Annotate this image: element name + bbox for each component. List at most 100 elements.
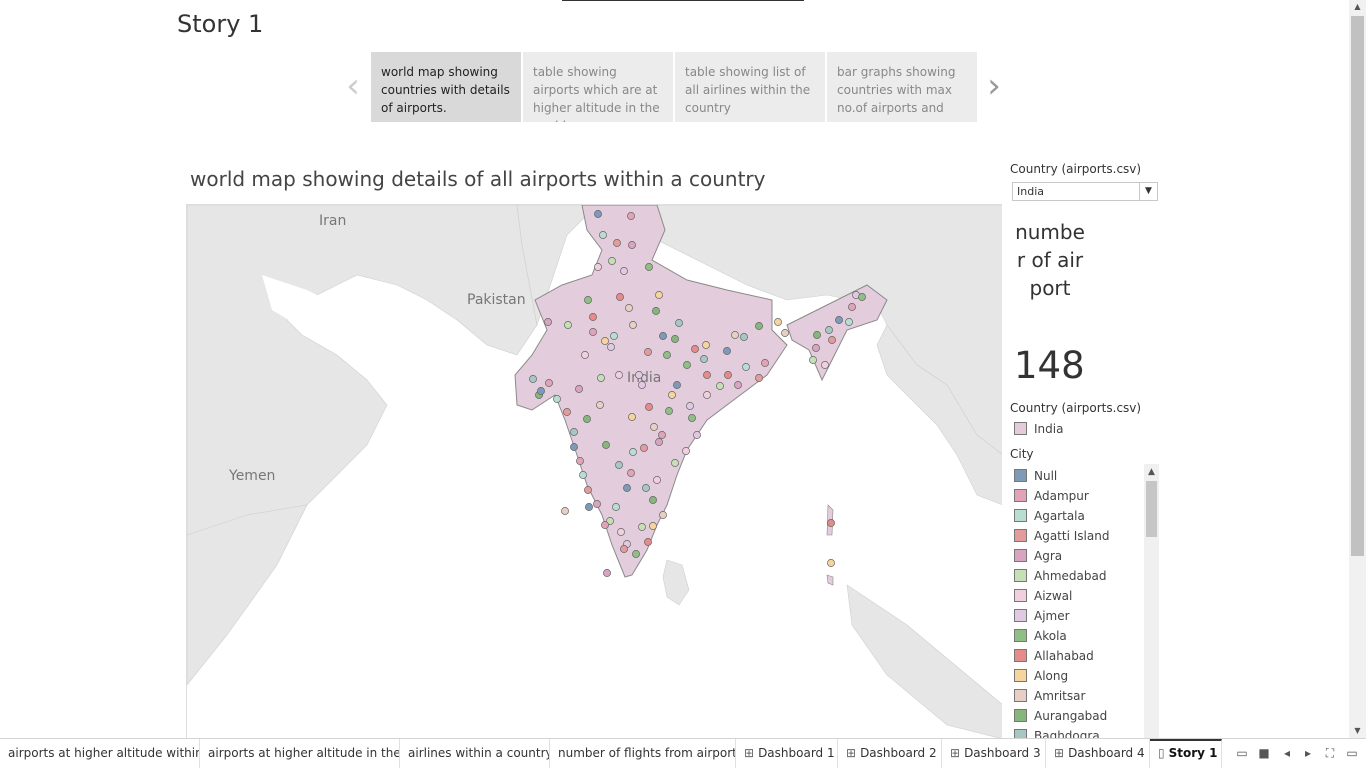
airport-marker[interactable]	[581, 351, 589, 359]
airport-marker[interactable]	[601, 521, 609, 529]
airport-marker[interactable]	[638, 523, 646, 531]
story-point-1[interactable]: world map showing countries with details…	[371, 52, 521, 122]
city-legend-item[interactable]: Along	[1014, 668, 1068, 684]
airport-marker[interactable]	[632, 550, 640, 558]
country-filter-dropdown[interactable]: India ▼	[1012, 182, 1158, 201]
tab-sheet-4[interactable]: number of flights from airport	[550, 739, 736, 768]
airport-marker[interactable]	[544, 318, 552, 326]
city-legend-scroll-thumb[interactable]	[1146, 481, 1157, 537]
airport-marker[interactable]	[665, 407, 673, 415]
airport-marker[interactable]	[584, 296, 592, 304]
airport-marker[interactable]	[671, 335, 679, 343]
airport-marker[interactable]	[848, 303, 856, 311]
country-legend-item[interactable]: India	[1014, 421, 1063, 437]
city-legend-item[interactable]: Adampur	[1014, 488, 1089, 504]
story-point-4[interactable]: bar graphs showing countries with max no…	[827, 52, 977, 122]
airport-marker[interactable]	[650, 423, 658, 431]
india-region[interactable]	[514, 205, 788, 578]
city-legend-item[interactable]: Agatti Island	[1014, 528, 1109, 544]
tab-sheet-2[interactable]: airports at higher altitude in the ...	[200, 739, 400, 768]
airport-marker[interactable]	[629, 448, 637, 456]
airport-marker[interactable]	[688, 414, 696, 422]
airport-marker[interactable]	[655, 291, 663, 299]
airport-marker[interactable]	[553, 395, 561, 403]
airport-marker[interactable]	[835, 316, 843, 324]
airport-marker[interactable]	[610, 332, 618, 340]
airport-marker[interactable]	[723, 347, 731, 355]
airport-marker[interactable]	[828, 336, 836, 344]
airport-marker[interactable]	[644, 348, 652, 356]
airport-marker[interactable]	[529, 375, 537, 383]
airport-marker[interactable]	[663, 351, 671, 359]
tab-dashboard-3[interactable]: ⊞ Dashboard 3	[942, 739, 1046, 768]
airport-marker[interactable]	[812, 344, 820, 352]
airport-marker[interactable]	[613, 239, 621, 247]
story-point-3[interactable]: table showing list of all airlines withi…	[675, 52, 825, 122]
airport-marker[interactable]	[601, 337, 609, 345]
airport-marker[interactable]	[659, 332, 667, 340]
airport-marker[interactable]	[615, 371, 623, 379]
city-legend-item[interactable]: Ahmedabad	[1014, 568, 1106, 584]
airport-marker[interactable]	[629, 321, 637, 329]
airport-marker[interactable]	[645, 403, 653, 411]
airport-marker[interactable]	[625, 304, 633, 312]
airport-marker[interactable]	[649, 522, 657, 530]
chevron-right-icon[interactable]: ›	[987, 66, 1001, 106]
airport-markers[interactable]	[529, 210, 866, 577]
airport-marker[interactable]	[827, 559, 835, 567]
airport-marker[interactable]	[703, 371, 711, 379]
city-legend-item[interactable]: Null	[1014, 468, 1057, 484]
airport-marker[interactable]	[858, 293, 866, 301]
airport-marker[interactable]	[734, 381, 742, 389]
airport-marker[interactable]	[620, 545, 628, 553]
tab-sheet-1[interactable]: airports at higher altitude within ...	[0, 739, 200, 768]
next-sheet-icon[interactable]: ▸	[1304, 746, 1312, 760]
airport-marker[interactable]	[635, 371, 643, 379]
tab-dashboard-1[interactable]: ⊞ Dashboard 1	[736, 739, 838, 768]
scroll-down-icon[interactable]: ▼	[1354, 726, 1361, 735]
presentation-mode-icon[interactable]: ▭	[1346, 746, 1358, 760]
city-legend-list[interactable]: Null Adampur Agartala Agatti Island Agra Ahme…	[1008, 464, 1159, 738]
city-legend-item[interactable]: Allahabad	[1014, 648, 1094, 664]
city-legend-item[interactable]: Baghdogra	[1014, 728, 1100, 738]
scroll-up-icon[interactable]: ▲	[1354, 2, 1361, 11]
airport-marker[interactable]	[579, 471, 587, 479]
airport-marker[interactable]	[602, 441, 610, 449]
airport-marker[interactable]	[825, 326, 833, 334]
airport-marker[interactable]	[585, 503, 593, 511]
airport-marker[interactable]	[570, 443, 578, 451]
chevron-down-icon[interactable]: ▼	[1139, 183, 1157, 200]
tab-dashboard-2[interactable]: ⊞ Dashboard 2	[838, 739, 942, 768]
airport-marker[interactable]	[623, 484, 631, 492]
airport-marker[interactable]	[755, 374, 763, 382]
tab-sheet-3[interactable]: airlines within a country	[400, 739, 550, 768]
airport-marker[interactable]	[683, 361, 691, 369]
story-point-2[interactable]: table showing airports which are at high…	[523, 52, 673, 122]
city-legend-item[interactable]: Ajmer	[1014, 608, 1070, 624]
city-legend-item[interactable]: Akola	[1014, 628, 1067, 644]
airport-marker[interactable]	[564, 321, 572, 329]
airport-marker[interactable]	[658, 431, 666, 439]
airport-marker[interactable]	[644, 538, 652, 546]
airport-marker[interactable]	[655, 438, 663, 446]
airport-marker[interactable]	[761, 359, 769, 367]
airport-marker[interactable]	[545, 379, 553, 387]
filmstrip-icon[interactable]: ■	[1258, 746, 1270, 760]
airport-marker[interactable]	[620, 267, 628, 275]
airport-marker[interactable]	[603, 569, 611, 577]
airport-marker[interactable]	[774, 318, 782, 326]
airport-marker[interactable]	[612, 503, 620, 511]
city-legend-item[interactable]: Agartala	[1014, 508, 1085, 524]
airport-marker[interactable]	[563, 408, 571, 416]
tab-dashboard-4[interactable]: ⊞ Dashboard 4	[1046, 739, 1150, 768]
airport-marker[interactable]	[645, 263, 653, 271]
airport-marker[interactable]	[584, 486, 592, 494]
airport-marker[interactable]	[576, 457, 584, 465]
airport-marker[interactable]	[638, 381, 646, 389]
airport-marker[interactable]	[740, 333, 748, 341]
city-legend-item[interactable]: Agra	[1014, 548, 1062, 564]
tab-story-1[interactable]: ▯ Story 1	[1150, 739, 1222, 768]
airport-marker[interactable]	[702, 341, 710, 349]
airport-marker[interactable]	[652, 307, 660, 315]
page-scroll-thumb[interactable]	[1351, 16, 1364, 556]
